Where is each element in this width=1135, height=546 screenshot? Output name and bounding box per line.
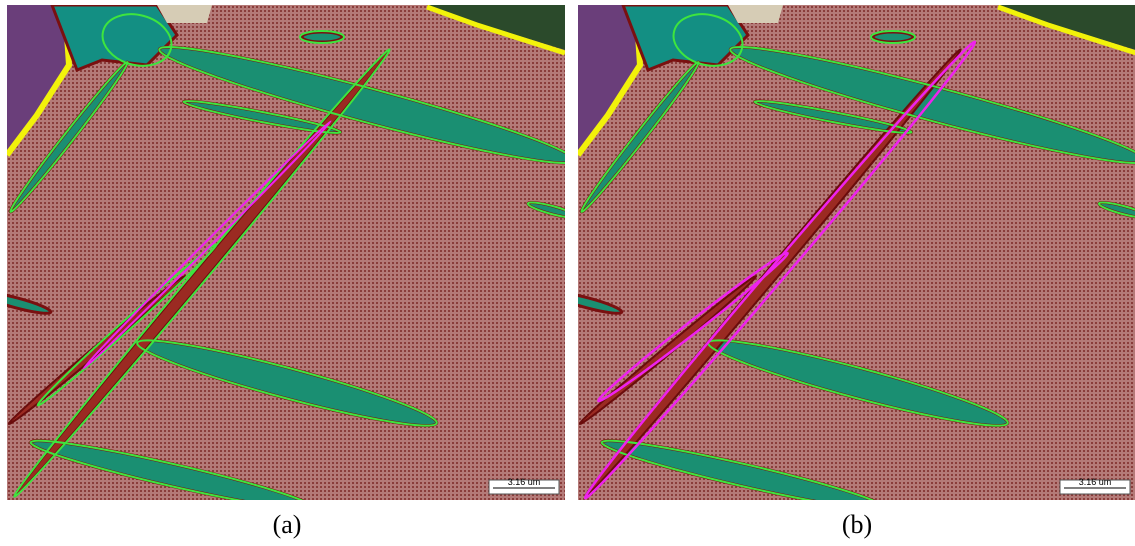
figure: 3.16 um 3.16 um (a) (b) [0,0,1135,546]
panel-b: 3.16 um [553,5,1135,518]
scale-bar-label: 3.16 um [1079,477,1112,487]
scale-bar-label: 3.16 um [508,477,541,487]
panel-label: (a) [273,510,302,539]
panel-a: 3.16 um [0,5,579,518]
panel-label: (b) [842,510,872,539]
